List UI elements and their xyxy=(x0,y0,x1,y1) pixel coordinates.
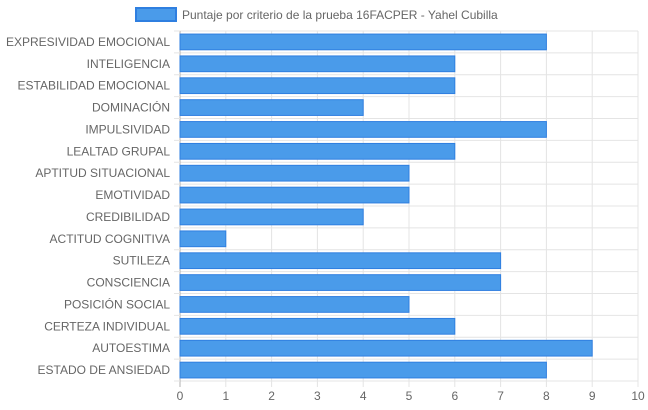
bar[interactable] xyxy=(179,121,547,138)
bar[interactable] xyxy=(179,317,456,335)
bar[interactable] xyxy=(179,142,456,160)
y-category-label: POSICIÓN SOCIAL xyxy=(64,296,170,311)
bar[interactable] xyxy=(179,296,410,313)
y-category-label: APTITUD SITUACIONAL xyxy=(35,166,170,180)
y-category-label: IMPULSIVIDAD xyxy=(85,122,170,136)
x-tick-label: 8 xyxy=(543,389,550,403)
x-tick-label: 5 xyxy=(406,389,413,403)
x-tick-label: 1 xyxy=(222,389,229,403)
y-category-label: CERTEZA INDIVIDUAL xyxy=(44,319,170,333)
y-category-label: ESTABILIDAD EMOCIONAL xyxy=(18,79,171,93)
legend-label: Puntaje por criterio de la prueba 16FACP… xyxy=(182,8,498,22)
bar[interactable] xyxy=(179,164,410,182)
y-category-label: DOMINACIÓN xyxy=(92,100,170,115)
y-category-label: AUTOESTIMA xyxy=(92,341,170,355)
bar[interactable] xyxy=(179,99,364,116)
x-tick-label: 7 xyxy=(497,389,504,403)
x-tick-label: 9 xyxy=(589,389,596,403)
legend-swatch xyxy=(135,7,177,22)
y-category-label: SUTILEZA xyxy=(113,254,170,268)
bar[interactable] xyxy=(179,55,456,73)
y-category-label: ESTADO DE ANSIEDAD xyxy=(38,363,171,377)
y-category-label: ACTITUD COGNITIVA xyxy=(50,232,170,246)
y-category-label: EMOTIVIDAD xyxy=(95,188,170,202)
y-category-label: EXPRESIVIDAD EMOCIONAL xyxy=(6,35,170,49)
legend[interactable]: Puntaje por criterio de la prueba 16FACP… xyxy=(135,7,498,22)
x-tick-label: 4 xyxy=(360,389,367,403)
bars xyxy=(179,33,593,379)
bar[interactable] xyxy=(179,339,593,357)
bar[interactable] xyxy=(179,361,547,379)
bar[interactable] xyxy=(179,77,456,95)
y-axis-labels: EXPRESIVIDAD EMOCIONAL INTELIGENCIA ESTABI… xyxy=(6,35,170,377)
bar[interactable] xyxy=(179,33,547,51)
x-tick-label: 10 xyxy=(631,389,645,403)
x-tick-label: 3 xyxy=(314,389,321,403)
y-category-label: INTELIGENCIA xyxy=(87,57,170,71)
y-category-label: CONSCIENCIA xyxy=(87,276,170,290)
bar[interactable] xyxy=(179,252,502,270)
bar[interactable] xyxy=(179,274,502,291)
bar[interactable] xyxy=(179,208,364,226)
x-axis-ticks: 0 1 2 3 4 5 6 7 8 9 10 xyxy=(177,389,645,403)
x-tick-label: 2 xyxy=(268,389,275,403)
bar[interactable] xyxy=(179,230,227,248)
bar[interactable] xyxy=(179,186,410,204)
y-category-label: CREDIBILIDAD xyxy=(86,210,170,224)
x-tick-label: 6 xyxy=(451,389,458,403)
x-tick-label: 0 xyxy=(177,389,184,403)
y-category-label: LEALTAD GRUPAL xyxy=(67,144,171,158)
